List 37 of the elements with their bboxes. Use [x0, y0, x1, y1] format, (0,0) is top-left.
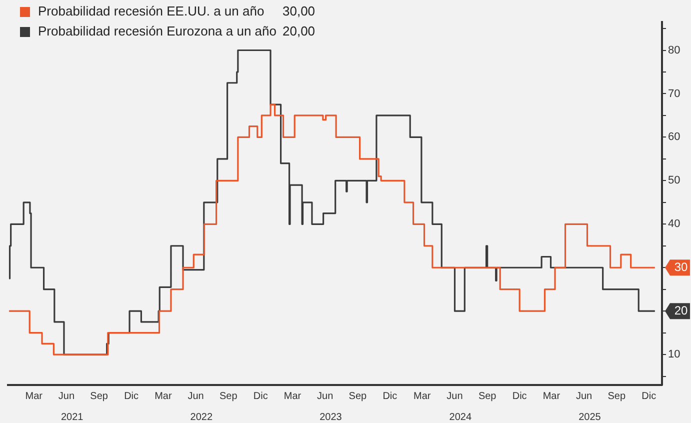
y-tick-label: 60 [668, 131, 680, 144]
y-tick-label: 70 [668, 88, 680, 100]
y-tick-label: 50 [668, 174, 680, 187]
legend-label: Probabilidad recesión Eurozona a un año [38, 24, 277, 39]
x-tick-label: Dic [512, 390, 527, 402]
y-tick-label: 10 [668, 348, 680, 361]
y-tick-label: 40 [668, 218, 680, 230]
x-tick-label: Mar [542, 390, 561, 402]
x-tick-label: Jun [317, 390, 334, 402]
x2-tick-label: 2022 [190, 412, 213, 423]
x-tick-label: Jun [576, 390, 592, 402]
x-tick-label: Jun [188, 390, 204, 402]
annotation: 30 [674, 260, 688, 274]
annotation: 20,00 [282, 24, 316, 39]
x-tick-label: Sep [608, 390, 626, 402]
x-tick-label: Sep [478, 390, 497, 402]
x-tick-label: Dic [124, 390, 139, 402]
x-tick-label: Dic [382, 390, 398, 402]
x-tick-label: Mar [154, 390, 172, 402]
x-tick-label: Sep [348, 390, 368, 402]
x-tick-label: Mar [25, 390, 44, 402]
annotation: 20 [674, 303, 688, 318]
x-tick-label: Dic [642, 390, 656, 402]
x-tick-label: Mar [414, 390, 432, 402]
x-tick-label: Jun [58, 390, 75, 402]
y-tick-label: 80 [668, 44, 680, 56]
x-tick-label: Dic [253, 390, 268, 402]
x2-tick-label: 2025 [578, 412, 602, 423]
x2-tick-label: 2021 [61, 412, 84, 423]
x-tick-label: Jun [446, 390, 463, 402]
text: 30,00 [282, 4, 316, 19]
x2-tick-label: 2023 [320, 412, 342, 423]
x-tick-label: Sep [90, 390, 108, 402]
x-tick-label: Sep [219, 390, 238, 402]
x2-tick-label: 2024 [449, 412, 472, 423]
legend-label: Probabilidad recesión EE.UU. a un año [38, 4, 264, 19]
x-tick-label: Mar [284, 390, 302, 402]
